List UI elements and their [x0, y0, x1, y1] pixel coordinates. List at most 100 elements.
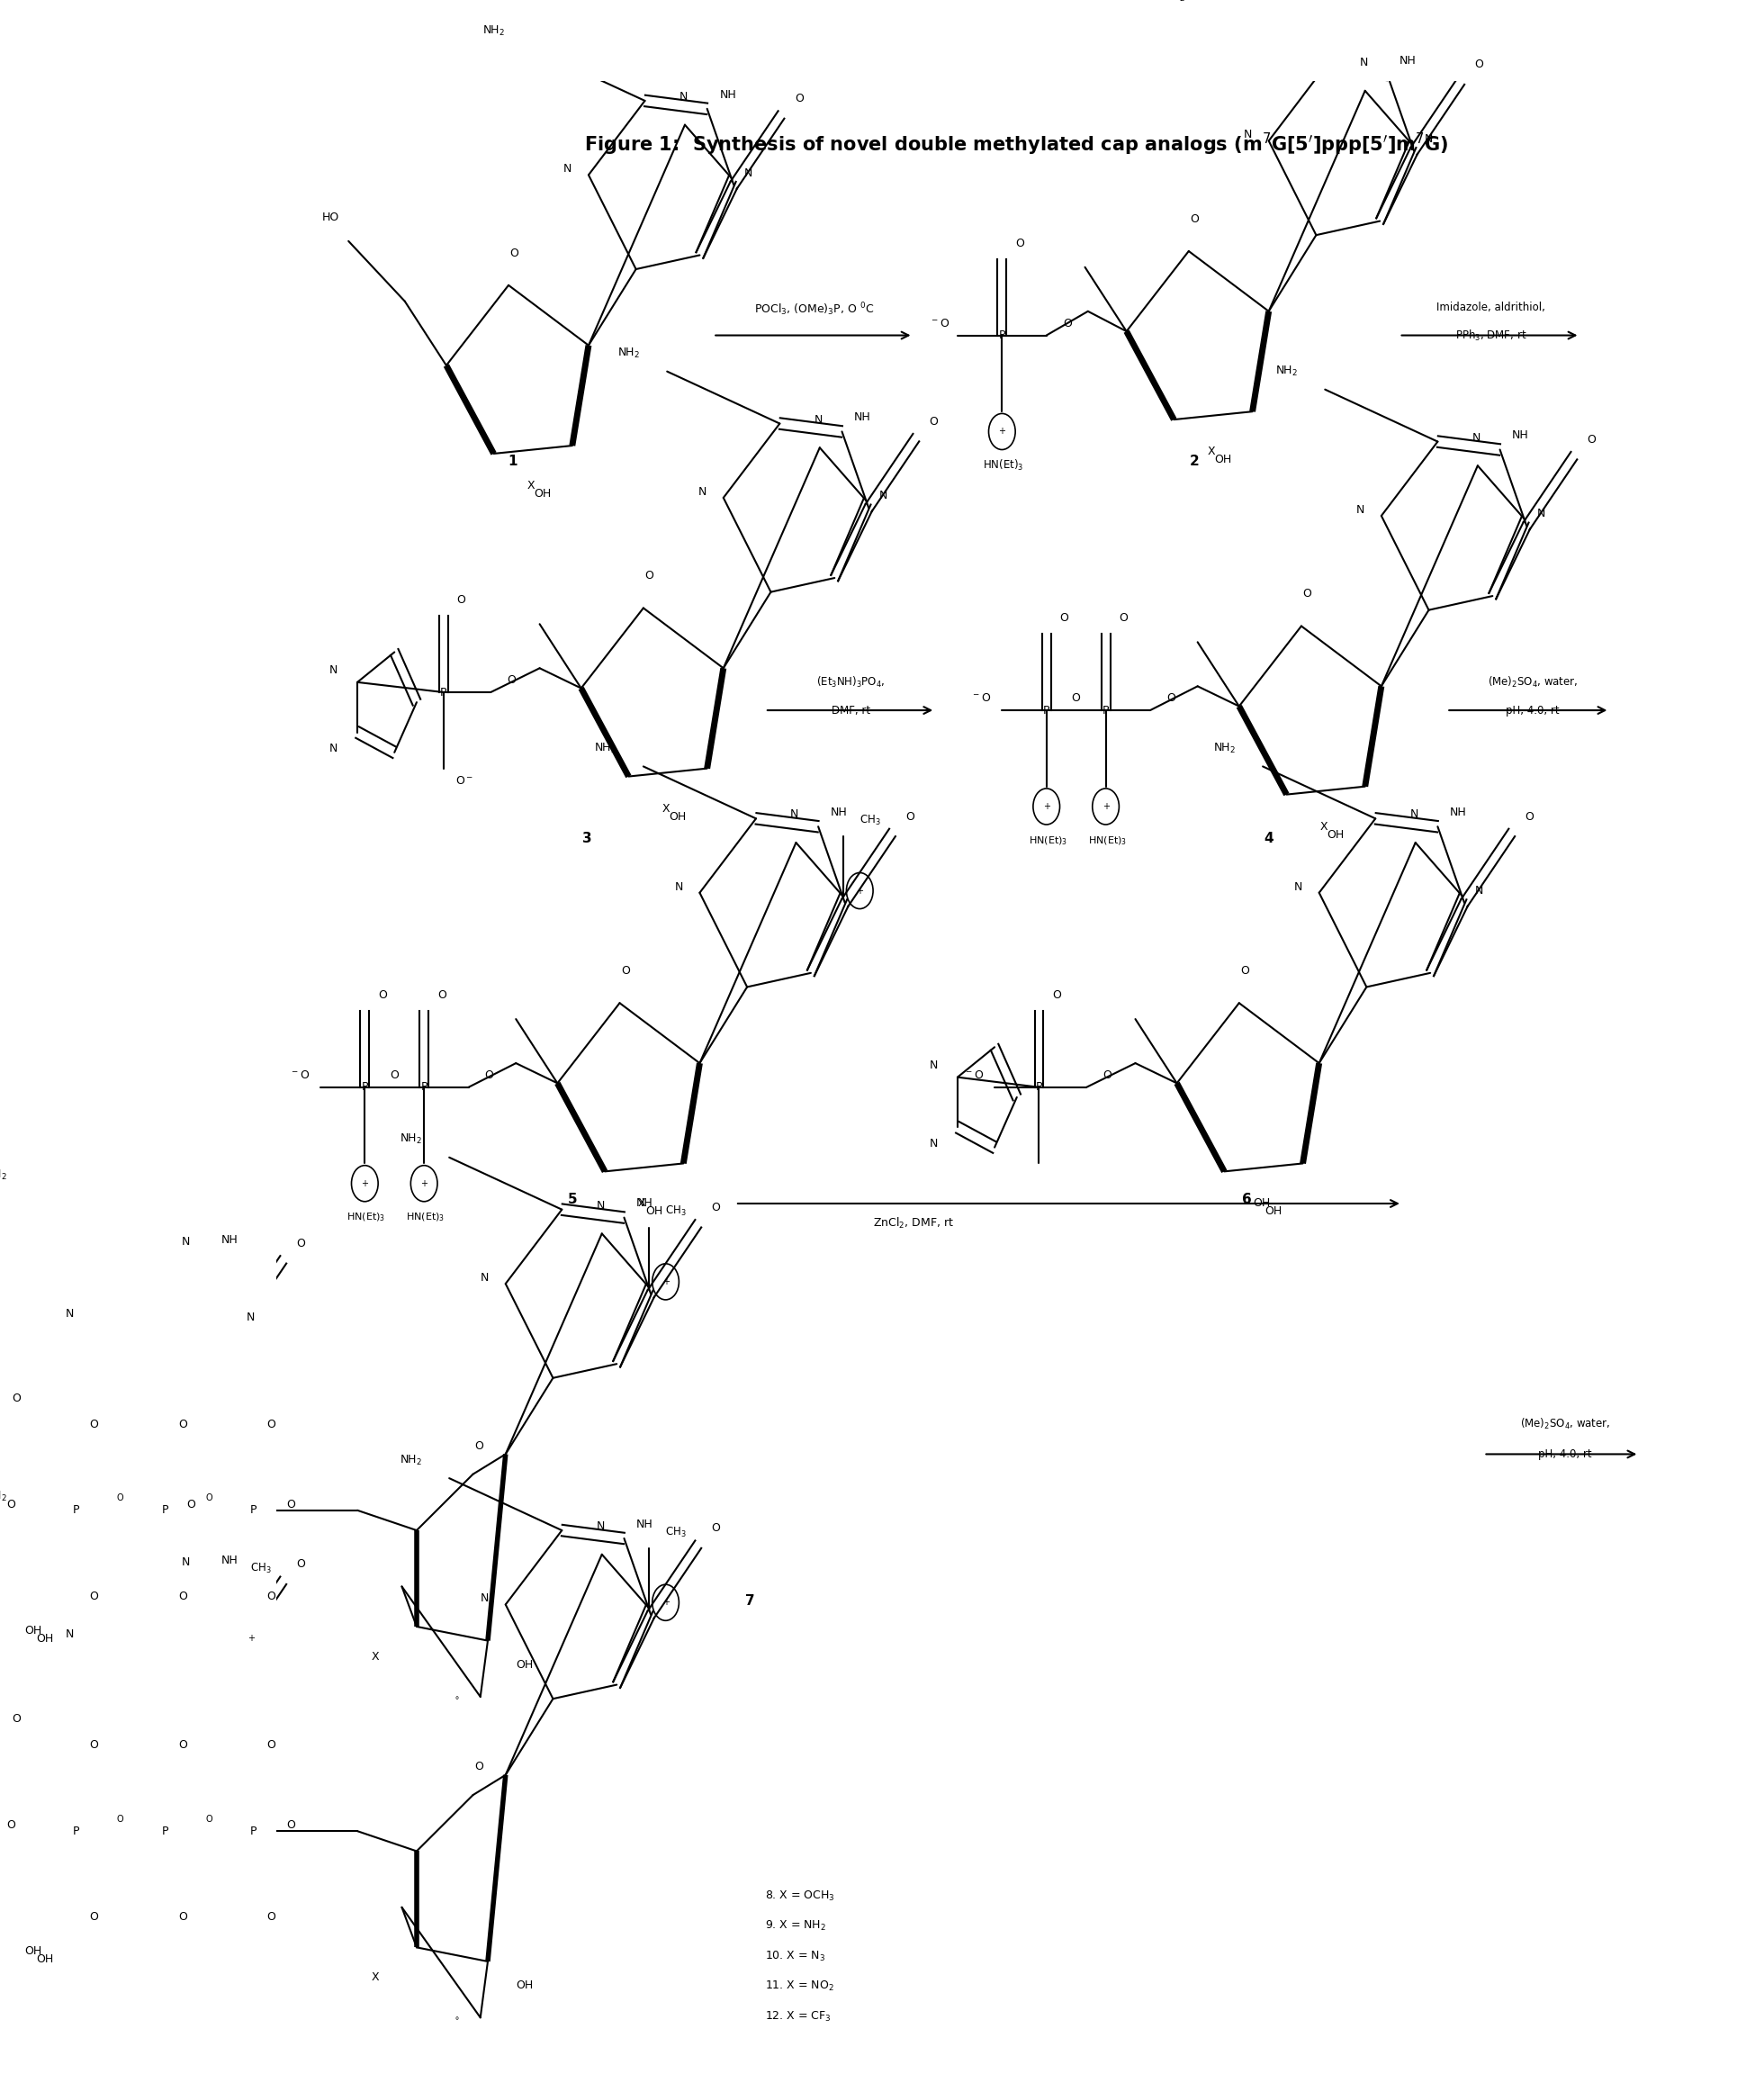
Text: POCl$_3$, (OMe)$_3$P, O $^0$C: POCl$_3$, (OMe)$_3$P, O $^0$C: [753, 301, 873, 318]
Text: O: O: [12, 1391, 21, 1404]
Text: N: N: [930, 1059, 938, 1071]
Text: 11. X = NO$_2$: 11. X = NO$_2$: [766, 1979, 834, 1994]
Text: O: O: [1053, 990, 1062, 1000]
Text: O: O: [178, 1418, 187, 1431]
Text: O: O: [266, 1418, 275, 1431]
Text: NH$_2$: NH$_2$: [399, 1132, 422, 1146]
Text: O: O: [296, 1238, 305, 1249]
Text: O: O: [1240, 964, 1249, 977]
Text: O: O: [286, 1498, 295, 1510]
Text: (Me)$_2$SO$_4$, water,: (Me)$_2$SO$_4$, water,: [1521, 1416, 1611, 1431]
Text: O: O: [178, 1738, 187, 1751]
Text: O: O: [457, 594, 466, 607]
Text: NH$_2$: NH$_2$: [1162, 0, 1185, 4]
Text: N: N: [596, 1199, 605, 1211]
Text: O: O: [646, 571, 654, 582]
Text: O: O: [90, 1912, 99, 1923]
Text: +: +: [856, 887, 863, 895]
Text: O: O: [1060, 613, 1069, 623]
Text: OH: OH: [669, 812, 686, 822]
Text: P: P: [250, 1504, 258, 1517]
Text: $\circ$: $\circ$: [453, 1692, 460, 1701]
Text: P: P: [72, 1824, 79, 1837]
Text: $\circ$: $\circ$: [453, 2013, 460, 2023]
Text: N: N: [480, 1272, 489, 1284]
Text: NH: NH: [720, 88, 736, 100]
Text: 5: 5: [568, 1192, 577, 1207]
Text: P: P: [420, 1082, 427, 1094]
Text: O: O: [794, 92, 803, 105]
Text: P: P: [1102, 705, 1110, 715]
Text: OH: OH: [1214, 454, 1231, 467]
Text: NH: NH: [854, 412, 871, 423]
Text: O: O: [1166, 692, 1175, 705]
Text: HN(Et)$_3$: HN(Et)$_3$: [406, 1211, 445, 1224]
Text: N: N: [182, 1556, 191, 1569]
Text: O: O: [377, 990, 386, 1000]
Text: N: N: [699, 485, 707, 498]
Text: NH: NH: [222, 1554, 238, 1567]
Text: OH: OH: [1327, 828, 1344, 841]
Text: O: O: [621, 964, 630, 977]
Text: O: O: [1118, 613, 1127, 623]
Text: OH: OH: [517, 1979, 533, 1992]
Text: NH$_2$: NH$_2$: [1275, 364, 1298, 379]
Text: Figure 1:  Synthesis of novel double methylated cap analogs (m$^7$G[5$^\prime$]p: Figure 1: Synthesis of novel double meth…: [584, 132, 1448, 157]
Text: 12. X = CF$_3$: 12. X = CF$_3$: [766, 2010, 831, 2023]
Text: O: O: [206, 1494, 213, 1502]
Text: NH$_2$: NH$_2$: [617, 347, 640, 360]
Text: OH: OH: [25, 1625, 42, 1636]
Text: X: X: [370, 1651, 379, 1663]
Text: O: O: [711, 1201, 720, 1213]
Text: O$^-$: O$^-$: [455, 774, 473, 787]
Text: P: P: [439, 686, 446, 699]
Text: 9. X = NH$_2$: 9. X = NH$_2$: [766, 1918, 826, 1933]
Text: N: N: [1536, 508, 1545, 519]
Text: NH: NH: [1512, 429, 1529, 441]
Text: pH, 4.0, rt: pH, 4.0, rt: [1506, 705, 1559, 715]
Text: P: P: [998, 331, 1005, 341]
Text: 8. X = OCH$_3$: 8. X = OCH$_3$: [766, 1889, 834, 1904]
Text: +: +: [1102, 801, 1110, 812]
Text: N: N: [1244, 130, 1252, 140]
Text: N: N: [1425, 134, 1432, 144]
Text: 2: 2: [1189, 454, 1200, 469]
Text: O: O: [475, 1439, 483, 1452]
Text: O: O: [1526, 812, 1535, 822]
Text: O: O: [711, 1523, 720, 1533]
Text: N: N: [679, 90, 688, 103]
Text: X: X: [527, 479, 534, 492]
Text: O: O: [506, 674, 515, 686]
Text: P: P: [250, 1824, 258, 1837]
Text: OH: OH: [646, 1205, 663, 1218]
Text: OH: OH: [35, 1632, 53, 1644]
Text: HN(Et)$_3$: HN(Et)$_3$: [1028, 835, 1067, 847]
Text: O: O: [1475, 59, 1484, 71]
Text: 7: 7: [746, 1594, 755, 1607]
Text: X: X: [639, 1199, 646, 1209]
Text: O: O: [90, 1418, 99, 1431]
Text: N: N: [330, 743, 339, 755]
Text: +: +: [998, 427, 1005, 435]
Text: NH$_2$: NH$_2$: [594, 741, 616, 755]
Text: OH: OH: [1252, 1199, 1270, 1209]
Text: HN(Et)$_3$: HN(Et)$_3$: [983, 458, 1023, 473]
Text: N: N: [744, 167, 753, 178]
Text: N: N: [182, 1236, 191, 1247]
Text: N: N: [563, 163, 572, 176]
Text: HN(Et)$_3$: HN(Et)$_3$: [348, 1211, 386, 1224]
Text: O: O: [178, 1590, 187, 1602]
Text: N: N: [1357, 504, 1365, 515]
Text: O: O: [485, 1069, 494, 1082]
Text: O: O: [206, 1814, 213, 1824]
Text: N: N: [65, 1630, 74, 1640]
Text: O: O: [437, 990, 446, 1000]
Text: 6: 6: [1242, 1192, 1251, 1207]
Text: N: N: [65, 1308, 74, 1320]
Text: O: O: [12, 1713, 21, 1724]
Text: P: P: [161, 1504, 168, 1517]
Text: 10. X = N$_3$: 10. X = N$_3$: [766, 1950, 826, 1962]
Text: P: P: [161, 1824, 168, 1837]
Text: NH: NH: [637, 1519, 653, 1529]
Text: PPh$_3$, DMF, rt: PPh$_3$, DMF, rt: [1455, 328, 1528, 343]
